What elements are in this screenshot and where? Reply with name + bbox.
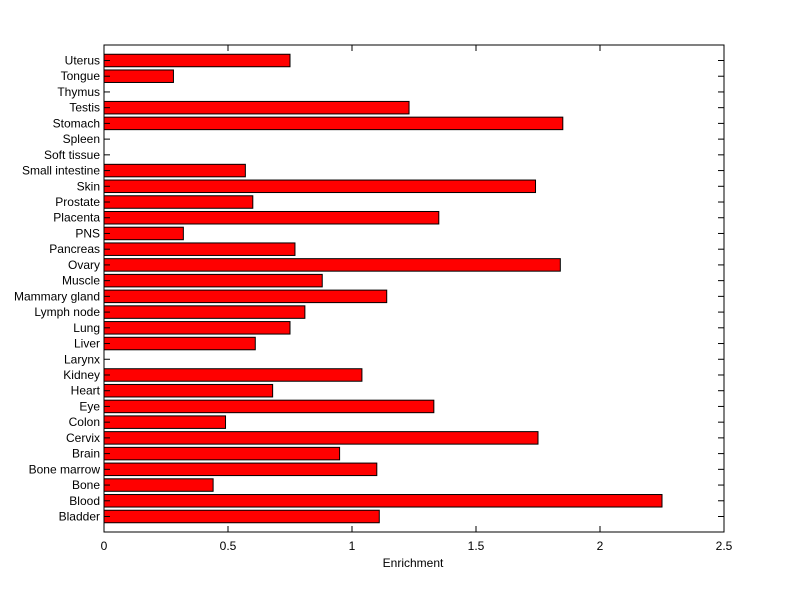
y-tick-label: Pancreas [49,242,100,256]
bar-skin [103,179,537,194]
y-tick-label: Tongue [61,69,101,83]
bar-muscle [103,273,323,288]
y-tick-label: Stomach [53,116,100,130]
x-tick-label: 2 [597,539,604,553]
y-tick-label: Larynx [64,352,100,366]
bar-bone-marrow [103,462,378,477]
bar-pancreas [103,242,296,256]
bar-heart [103,383,274,398]
y-tick-label: Soft tissue [44,148,100,162]
bar-placenta [103,210,440,225]
ticks-layer [103,45,725,532]
y-tick-label: Cervix [66,431,100,445]
y-tick-label: Bone marrow [29,462,101,476]
bar-kidney [103,368,363,382]
bar-eye [103,399,435,414]
bar-bone [103,478,214,492]
x-tick-label: 0 [101,539,108,553]
bar-prostate [103,195,254,209]
y-tick-label: Bladder [59,510,100,524]
y-tick-label: Bone [72,478,100,492]
y-tick-label: PNS [75,226,100,240]
bar-testis [103,100,410,115]
bar-small-intestine [103,163,246,178]
y-tick-label: Placenta [53,211,100,225]
x-tick-label: 2.5 [716,539,733,553]
bar-stomach [103,116,564,131]
y-tick-label: Liver [74,337,100,351]
y-tick-label: Ovary [68,258,100,272]
plot-frame [103,44,725,533]
y-tick-label: Lymph node [34,305,100,319]
bar-uterus [103,53,291,68]
y-tick-label: Small intestine [22,164,100,178]
y-tick-label: Brain [72,447,100,461]
y-tick-label: Muscle [62,274,100,288]
y-tick-label: Thymus [57,85,100,99]
bar-bladder [103,509,380,524]
bar-lung [103,321,291,335]
y-tick-label: Eye [79,399,100,413]
x-tick-labels: 0 0.5 1 1.5 2 2.5 [101,539,733,553]
bar-cervix [103,431,539,445]
bar-brain [103,446,341,461]
x-tick-label: 1 [349,539,356,553]
y-tick-label: Uterus [65,54,100,68]
bar-pns [103,226,184,241]
bar-mammary-gland [103,289,388,304]
y-tick-label: Blood [69,494,100,508]
bar-blood [103,494,663,508]
bar-liver [103,336,256,351]
bar-tongue [103,69,174,83]
y-tick-label: Lung [73,321,100,335]
bar-colon [103,415,227,429]
y-tick-label: Skin [77,179,100,193]
bar-ovary [103,258,561,272]
y-tick-label: Spleen [63,132,100,146]
y-tick-label: Mammary gland [14,289,100,303]
y-tick-label: Heart [71,384,101,398]
y-tick-label: Kidney [63,368,100,382]
x-tick-label: 1.5 [468,539,485,553]
y-tick-label: Colon [69,415,100,429]
x-axis-title: Enrichment [383,556,444,570]
bar-lymph-node [103,305,306,319]
x-tick-label: 0.5 [220,539,237,553]
y-tick-label: Testis [69,101,100,115]
y-tick-label: Prostate [55,195,100,209]
